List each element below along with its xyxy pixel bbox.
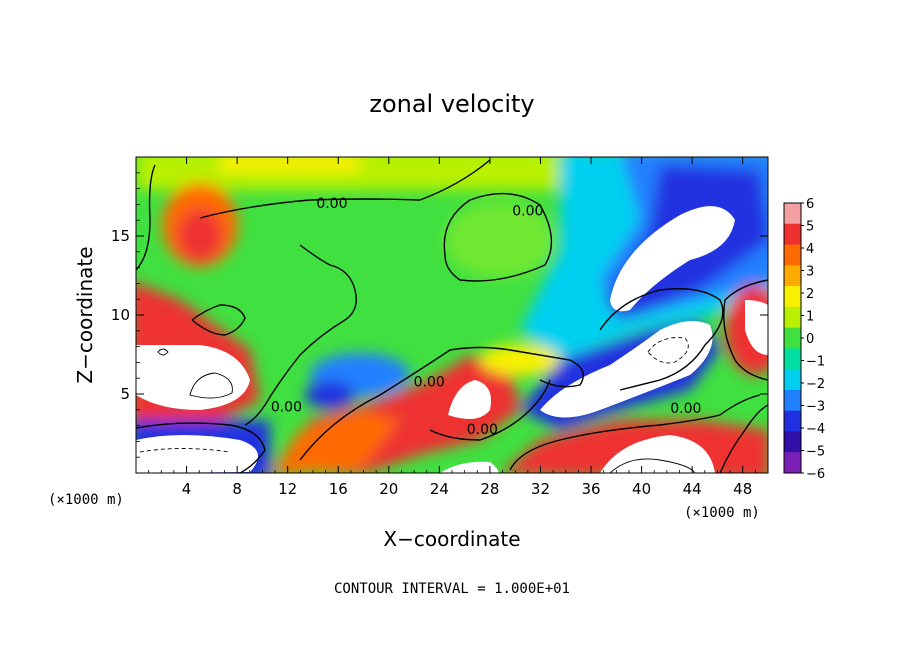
- contour-inner-left: [189, 372, 233, 399]
- colorbar-swatch--2: [784, 369, 801, 391]
- saturated-bottom-center: [440, 461, 499, 473]
- contour-interval-note: CONTOUR INTERVAL = 1.000E+01: [334, 581, 570, 597]
- colorbar-swatch-2: [784, 286, 801, 308]
- field-top-yellow: [220, 157, 360, 172]
- x-tick-label-32: 32: [531, 480, 550, 498]
- x-unit-left: (×1000 m): [48, 492, 124, 508]
- contour-label: 0.00: [670, 401, 701, 417]
- contour-mid-left: [244, 244, 357, 426]
- colorbar-label--3: −3: [806, 400, 825, 415]
- colorbar-label-5: 5: [806, 220, 814, 235]
- colorbar-label-1: 1: [806, 310, 814, 325]
- x-axis-label: X−coordinate: [383, 527, 520, 551]
- colorbar-swatch-1: [784, 306, 801, 329]
- x-tick-label-44: 44: [683, 480, 702, 498]
- colorbar-label-3: 3: [806, 265, 814, 280]
- contour-label: 0.00: [414, 374, 445, 390]
- colorbar-label--2: −2: [806, 377, 825, 392]
- y-tick-label-5: 5: [120, 385, 130, 403]
- colorbar-label--4: −4: [806, 422, 825, 437]
- plot-area: 0.00 0.00 0.00 0.00 0.00 0.00: [136, 157, 768, 473]
- saturated-lower-right: [540, 321, 713, 418]
- saturated-upper-right: [610, 206, 735, 312]
- contour-upper-blob: [443, 192, 553, 282]
- contour-bottom-left: [136, 422, 266, 473]
- x-tick-label-48: 48: [733, 480, 752, 498]
- colorbar-label--5: −5: [806, 445, 825, 460]
- contour-label: 0.00: [271, 400, 302, 416]
- colorbar-swatch-6: [784, 203, 801, 225]
- chart-title: zonal velocity: [369, 90, 534, 118]
- contour-lower-center: [429, 379, 551, 441]
- x-unit-right: (×1000 m): [684, 505, 760, 521]
- y-tick-label-10: 10: [111, 306, 130, 324]
- saturated-right-edge: [745, 300, 768, 355]
- colorbar-swatch-3: [784, 265, 801, 287]
- contour-center: [299, 346, 584, 461]
- field-red-upperleft-core: [178, 209, 222, 261]
- x-tick-label-20: 20: [379, 480, 398, 498]
- colorbar-swatch--5: [784, 431, 801, 453]
- x-tick-label-36: 36: [581, 480, 600, 498]
- x-tick-label-40: 40: [632, 480, 651, 498]
- contour-lines: [136, 159, 768, 473]
- saturated-bottom-left: [136, 435, 258, 473]
- colorbar-label--6: −6: [806, 467, 825, 482]
- contour-inner-bottomleft-dashed: [139, 448, 231, 453]
- contour-right-lowest: [719, 404, 768, 473]
- colorbar-label-2: 2: [806, 287, 814, 302]
- field-yellow-mid: [480, 344, 560, 376]
- contour-label: 0.00: [316, 196, 347, 212]
- saturated-left-mid: [136, 345, 250, 410]
- contour-inner-bottomright: [609, 458, 696, 473]
- field-orange-bottom: [271, 410, 400, 473]
- contour-right-edge: [723, 279, 768, 381]
- x-tick-label-12: 12: [278, 480, 297, 498]
- colorbar-label-6: 6: [806, 197, 814, 212]
- contour-lines-inner: [139, 337, 696, 473]
- contour-right: [599, 288, 724, 391]
- contour-left-upper: [191, 304, 246, 336]
- saturated-regions: [136, 206, 768, 473]
- colorbar-label-4: 4: [806, 242, 814, 257]
- field-blue-mid2: [305, 381, 355, 409]
- colorbar-label--1: −1: [806, 355, 825, 370]
- colorbar-label-0: 0: [806, 332, 814, 347]
- x-tick-label-4: 4: [182, 480, 192, 498]
- colorbar: 6 5 4 3 2 1 0 −1 −2 −3 −4 −5 −6: [783, 197, 825, 482]
- x-axis-ticks: 4 8 12 16 20 24 28 32 36 40 44 48: [148, 157, 769, 498]
- saturated-bottom-right: [600, 435, 715, 473]
- contour-lower-right: [509, 394, 761, 471]
- x-tick-label-8: 8: [232, 480, 242, 498]
- colorbar-swatch--1: [784, 348, 801, 370]
- x-tick-label-24: 24: [430, 480, 449, 498]
- field-green-blob: [445, 202, 555, 278]
- saturated-bottom-mid: [448, 380, 491, 419]
- y-tick-label-15: 15: [111, 227, 130, 245]
- y-axis-ticks: 5 10 15: [111, 172, 768, 458]
- y-axis-label: Z−coordinate: [73, 246, 97, 383]
- colorbar-swatch--4: [784, 410, 801, 432]
- contour-inner-small: [157, 348, 169, 356]
- contour-label: 0.00: [467, 422, 498, 438]
- colorbar-swatch--6: [784, 452, 801, 474]
- contour-top-left: [136, 159, 491, 271]
- colorbar-swatch--3: [784, 389, 801, 412]
- contour-inner-right-dashed: [647, 337, 689, 364]
- colorbar-swatch-0: [784, 327, 801, 349]
- x-tick-label-16: 16: [329, 480, 348, 498]
- colorbar-swatch-4: [784, 244, 801, 266]
- colorbar-swatch-5: [784, 223, 801, 246]
- contour-label: 0.00: [512, 204, 543, 220]
- x-tick-label-28: 28: [480, 480, 499, 498]
- contour-labels: 0.00 0.00 0.00 0.00 0.00 0.00: [271, 196, 702, 438]
